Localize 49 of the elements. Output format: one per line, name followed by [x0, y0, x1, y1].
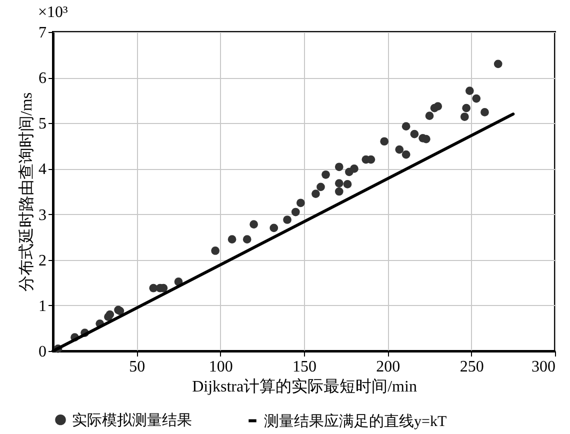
point	[462, 104, 470, 112]
point	[291, 208, 300, 216]
y-tick-label: 6	[38, 70, 46, 88]
x-tick-label: 50	[129, 358, 146, 376]
y-tick-label: 4	[38, 161, 46, 178]
point	[334, 162, 344, 172]
point	[472, 94, 481, 103]
text: ×10³	[38, 4, 68, 21]
y-tick-label: 3	[38, 206, 46, 224]
point	[334, 187, 344, 196]
legend-label: 测量结果应满足的直线y=kT	[264, 412, 447, 430]
point	[334, 179, 344, 188]
point	[242, 235, 252, 244]
point	[465, 86, 474, 95]
point	[270, 224, 278, 232]
point	[434, 102, 442, 110]
point	[322, 170, 330, 179]
point	[380, 137, 389, 146]
legend-label: 实际模拟测量结果	[72, 412, 192, 429]
point	[312, 190, 320, 198]
point	[410, 130, 419, 138]
x-tick-label: 300	[532, 358, 556, 376]
y-tick-label: 5	[38, 116, 46, 133]
point	[106, 310, 114, 319]
point	[494, 60, 502, 68]
x-tick-label: 100	[208, 358, 233, 376]
y-tick-label: 2	[38, 252, 46, 270]
point	[460, 112, 469, 121]
point	[425, 112, 434, 120]
point	[402, 150, 410, 159]
y-tick-label: 0	[38, 344, 46, 360]
point	[316, 182, 325, 192]
point	[343, 180, 352, 188]
x-tick-label: 150	[292, 358, 316, 376]
y-tick-label: 7	[38, 24, 46, 42]
point	[250, 220, 258, 228]
y-tick-label: 1	[38, 298, 46, 315]
point	[350, 164, 358, 173]
point	[228, 235, 236, 244]
point	[480, 108, 489, 116]
point	[395, 145, 404, 154]
point	[211, 246, 220, 255]
x-tick-label: 250	[460, 358, 484, 376]
x-axis-title: Dijkstra计算的实际最短时间/min	[192, 378, 417, 396]
point	[402, 122, 410, 131]
point	[283, 216, 292, 224]
point	[296, 198, 305, 208]
y-axis-title: 分布式延时路由查询时间/ms	[18, 92, 36, 292]
x-tick-label: 200	[376, 358, 400, 376]
